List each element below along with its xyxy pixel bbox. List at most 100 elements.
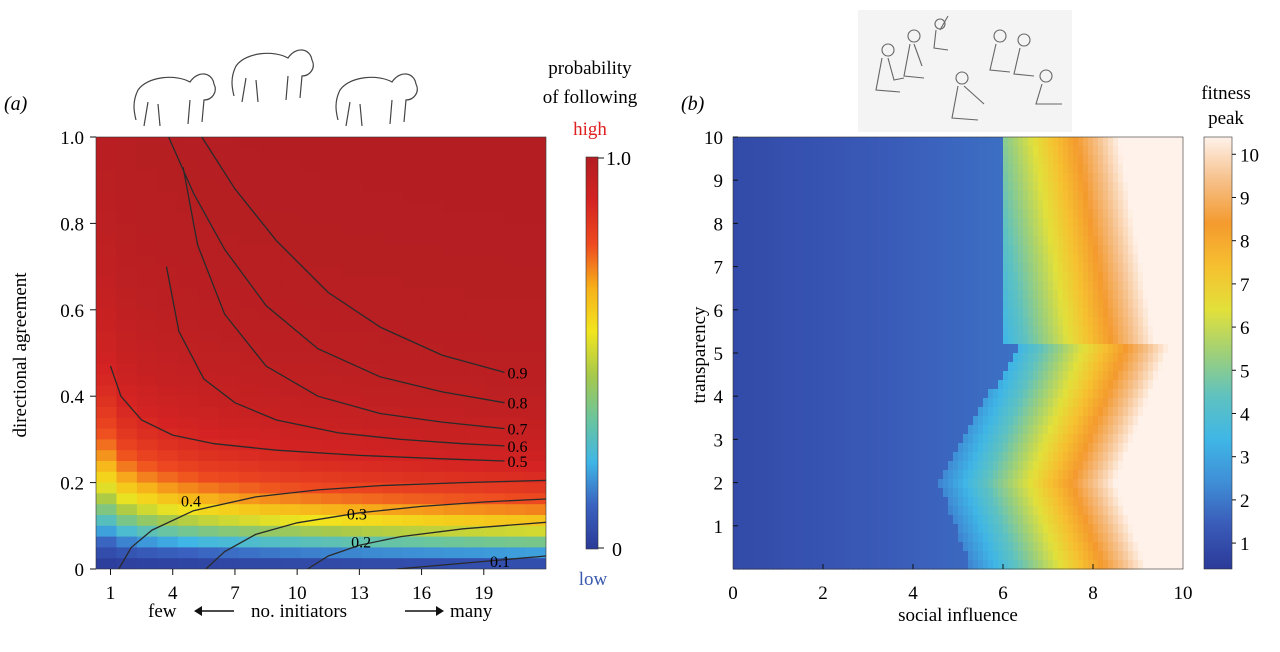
heatmap-b-cell — [1143, 344, 1149, 354]
heatmap-b-cell — [1098, 137, 1104, 147]
heatmap-b-cell — [888, 542, 894, 552]
heatmap-b-cell — [1073, 173, 1079, 183]
heatmap-b-cell — [813, 479, 819, 489]
heatmap-b-cell — [853, 290, 859, 300]
heatmap-b-cell — [953, 452, 959, 462]
heatmap-b-cell — [968, 362, 974, 372]
heatmap-b-cell — [1038, 209, 1044, 219]
heatmap-b-cell — [783, 398, 789, 408]
heatmap-b-cell — [1028, 407, 1034, 417]
heatmap-b-cell — [988, 344, 994, 354]
heatmap-b-cell — [818, 407, 824, 417]
heatmap-a-cell — [382, 439, 404, 451]
heatmap-b-cell — [958, 551, 964, 561]
heatmap-b-cell — [838, 425, 844, 435]
heatmap-b-cell — [753, 443, 759, 453]
contour-line-0.8 — [168, 137, 505, 404]
heatmap-b-cell — [1128, 173, 1134, 183]
heatmap-b-cell — [928, 443, 934, 453]
heatmap-b-cell — [1058, 425, 1064, 435]
heatmap-b-cell — [993, 488, 999, 498]
heatmap-b-cell — [778, 164, 784, 174]
heatmap-b-cell — [1083, 173, 1089, 183]
heatmap-b-cell — [1093, 551, 1099, 561]
heatmap-b-cell — [1123, 470, 1129, 480]
heatmap-b-cell — [843, 263, 849, 273]
heatmap-b-cell — [823, 344, 829, 354]
heatmap-b-cell — [923, 308, 929, 318]
heatmap-a-cell — [218, 396, 240, 408]
heatmap-a-cell — [443, 396, 465, 408]
heatmap-b-cell — [848, 173, 854, 183]
heatmap-b-cell — [1088, 182, 1094, 192]
heatmap-b-cell — [838, 236, 844, 246]
heatmap-b-cell — [1053, 389, 1059, 399]
heatmap-b-cell — [1098, 551, 1104, 561]
heatmap-b-cell — [818, 416, 824, 426]
heatmap-b-cell — [873, 200, 879, 210]
heatmap-b-cell — [1058, 155, 1064, 165]
heatmap-b-cell — [1008, 290, 1014, 300]
colorbar-a-title-line1: probability — [548, 58, 632, 79]
heatmap-a-cell — [443, 547, 465, 559]
contour-line-0.6 — [165, 266, 505, 447]
heatmap-b-cell — [1133, 434, 1139, 444]
heatmap-b-cell — [1128, 254, 1134, 264]
heatmap-b-cell — [1103, 389, 1109, 399]
heatmap-b-cell — [1028, 281, 1034, 291]
heatmap-b-cell — [743, 524, 749, 534]
heatmap-b-cell — [858, 290, 864, 300]
heatmap-b-cell — [1088, 452, 1094, 462]
heatmap-b-cell — [848, 434, 854, 444]
heatmap-a-cell — [505, 277, 527, 289]
heatmap-b-cell — [828, 506, 834, 516]
heatmap-b-cell — [843, 434, 849, 444]
heatmap-a-cell — [218, 180, 240, 192]
heatmap-b-cell — [1113, 389, 1119, 399]
heatmap-b-cell — [1143, 227, 1149, 237]
heatmap-b-cell — [853, 164, 859, 174]
heatmap-a-cell — [382, 515, 404, 527]
heatmap-b-cell — [1133, 452, 1139, 462]
heatmap-b-cell — [838, 380, 844, 390]
heatmap-b-cell — [1053, 317, 1059, 327]
heatmap-b-cell — [948, 506, 954, 516]
heatmap-b-cell — [918, 155, 924, 165]
heatmap-b-cell — [753, 551, 759, 561]
heatmap-b-cell — [848, 281, 854, 291]
heatmap-b-cell — [873, 524, 879, 534]
heatmap-b-cell — [803, 290, 809, 300]
heatmap-a-cell — [239, 158, 261, 170]
heatmap-a-cell — [259, 536, 281, 548]
heatmap-b-cell — [808, 254, 814, 264]
heatmap-b-cell — [953, 200, 959, 210]
heatmap-b-cell — [758, 407, 764, 417]
heatmap-b-cell — [938, 164, 944, 174]
heatmap-b-cell — [823, 299, 829, 309]
heatmap-b-cell — [978, 533, 984, 543]
heatmap-b-cell — [1058, 362, 1064, 372]
heatmap-b-cell — [733, 200, 739, 210]
heatmap-b-cell — [803, 524, 809, 534]
heatmap-b-cell — [903, 146, 909, 156]
heatmap-b-cell — [958, 326, 964, 336]
heatmap-b-cell — [893, 281, 899, 291]
plot-frame-a — [95, 136, 547, 570]
heatmap-b-cell — [1033, 236, 1039, 246]
heatmap-b-cell — [973, 452, 979, 462]
heatmap-b-cell — [1058, 164, 1064, 174]
heatmap-b-cell — [1138, 362, 1144, 372]
heatmap-b-cell — [1053, 173, 1059, 183]
heatmap-b-cell — [1063, 542, 1069, 552]
contour-label-0.3: 0.3 — [347, 506, 367, 523]
heatmap-b-cell — [853, 308, 859, 318]
heatmap-b-cell — [743, 443, 749, 453]
heatmap-b-cell — [748, 452, 754, 462]
heatmap-a-cell — [361, 342, 383, 354]
heatmap-b-cell — [958, 164, 964, 174]
heatmap-b-cell — [1008, 146, 1014, 156]
heatmap-b-cell — [1043, 299, 1049, 309]
heatmap-b-cell — [963, 137, 969, 147]
heatmap-b-cell — [1078, 263, 1084, 273]
heatmap-b-cell — [978, 362, 984, 372]
